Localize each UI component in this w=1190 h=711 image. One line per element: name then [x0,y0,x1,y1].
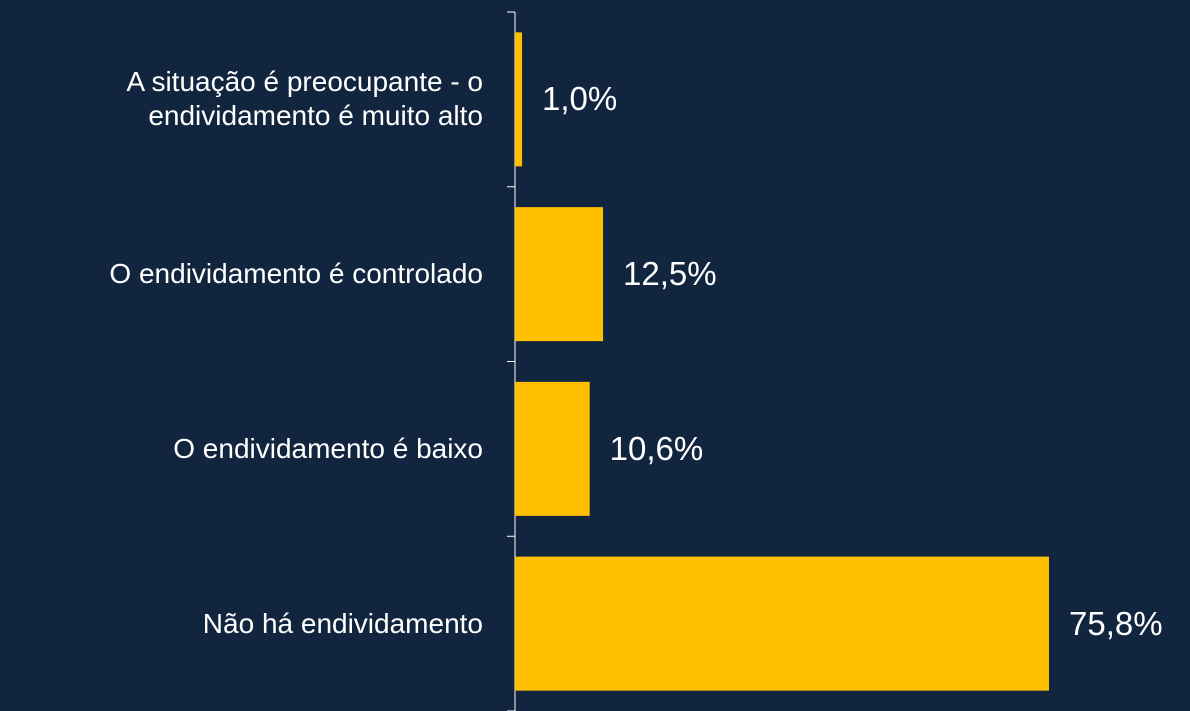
bar [515,32,523,167]
category-label: O endividamento é baixo [173,432,483,464]
value-label: 10,6% [609,429,704,467]
category-label: A situação é preocupante - o endividamen… [126,66,483,132]
bar [515,556,1049,691]
bar [515,207,604,342]
value-label: 1,0% [542,80,618,118]
bar [515,381,590,516]
value-label: 12,5% [623,255,717,293]
category-label: Não há endividamento [202,607,483,639]
value-label: 75,8% [1069,604,1163,642]
category-label: O endividamento é controlado [109,258,483,290]
